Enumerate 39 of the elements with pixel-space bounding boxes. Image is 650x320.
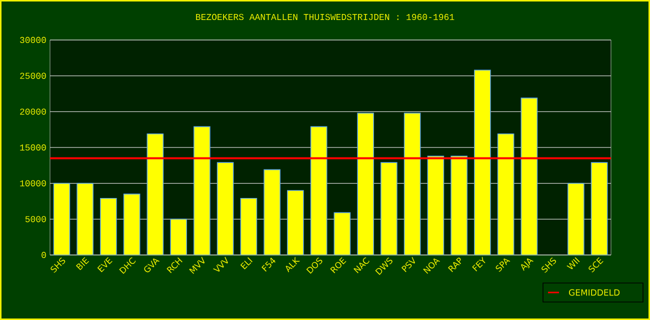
bar — [287, 190, 304, 255]
bar — [123, 194, 140, 255]
bar — [146, 133, 164, 255]
bar — [497, 133, 514, 255]
bar — [404, 112, 421, 255]
bar — [450, 156, 468, 255]
bar — [240, 198, 258, 255]
y-tick-label: 25000 — [20, 72, 46, 79]
bar — [380, 162, 398, 255]
bar — [427, 156, 444, 255]
y-tick-label: 0 — [42, 252, 46, 258]
x-tick-label: ELI — [240, 257, 252, 270]
bar — [474, 70, 491, 255]
y-tick-label: 15000 — [20, 144, 46, 151]
bar — [590, 162, 608, 255]
x-tick-label: F54 — [262, 258, 276, 272]
bar — [520, 98, 538, 255]
chart-title: BEZOEKERS AANTALLEN THUISWEDSTRIJDEN : 1960-1961 — [196, 14, 454, 20]
bar — [568, 182, 584, 255]
bar — [216, 162, 234, 255]
legend-label: GEMIDDELD — [569, 289, 620, 296]
x-tick-label: GVA — [144, 258, 160, 272]
y-tick-label: 10000 — [20, 180, 46, 186]
bar — [264, 169, 280, 255]
x-tick-label: AJA — [521, 258, 534, 271]
y-tick-label: 30000 — [20, 36, 46, 44]
bar — [310, 126, 328, 255]
bar — [100, 198, 117, 255]
y-tick-label: 20000 — [20, 108, 46, 115]
y-tick-label: 5000 — [25, 216, 46, 222]
bar — [53, 182, 70, 255]
bar — [194, 126, 210, 255]
x-tick-label: WII — [566, 257, 580, 270]
bar — [334, 212, 351, 255]
bar — [76, 182, 94, 255]
bar — [357, 112, 374, 255]
bar — [170, 218, 187, 255]
x-tick-label: BIE — [76, 257, 90, 270]
x-tick-label: SPA — [496, 258, 510, 272]
